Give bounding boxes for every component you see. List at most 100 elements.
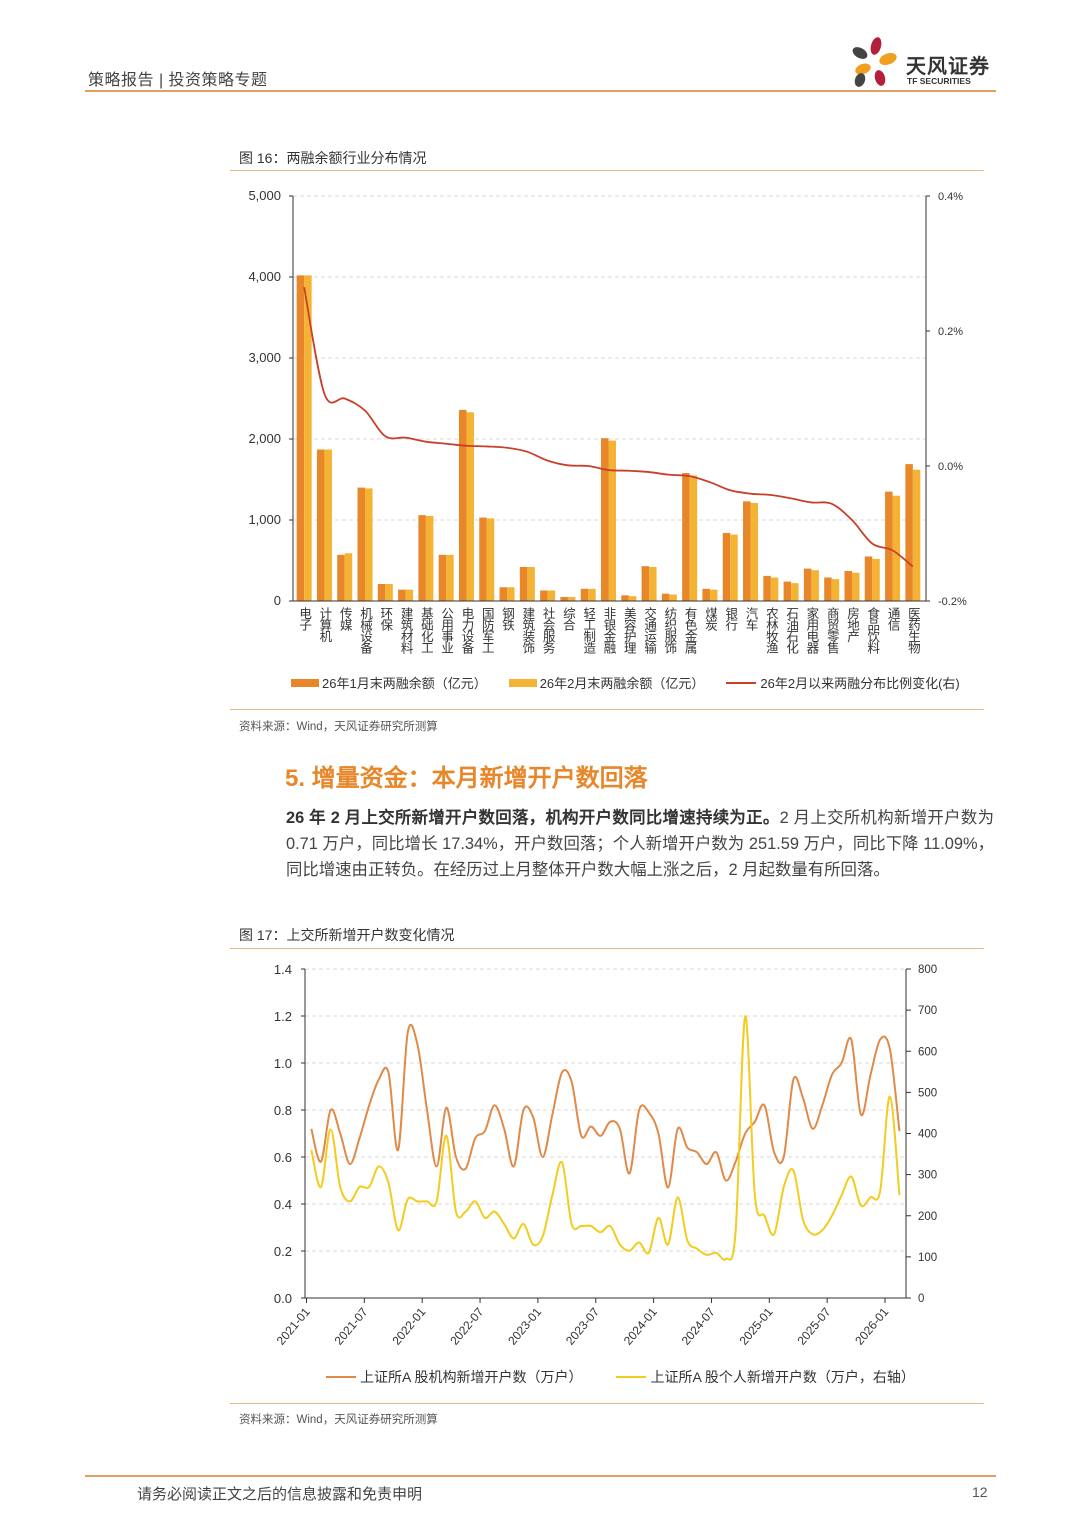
figure17-top-rule [230,948,984,949]
bar-jan-7 [438,554,447,601]
legend-swatch-jan [291,678,319,687]
footer-divider [85,1475,996,1477]
figure16-top-rule [230,170,984,171]
x-tick-label: 2021-07 [332,1305,371,1348]
bar-feb-12 [547,590,556,601]
bar-jan-26 [824,577,832,601]
section-paragraph: 26 年 2 月上交所新增开户数回落，机构开户数同比增速持续为正。2 月上交所机… [286,805,994,883]
bar-jan-12 [540,590,548,601]
legend-swatch-institution [326,1376,356,1378]
y-left-tick-label: 0.4 [274,1197,292,1212]
bar-feb-8 [466,412,474,601]
x-tick-label: 2022-07 [447,1305,486,1348]
bar-feb-11 [527,566,535,601]
x-category-label: 商贸零售 [824,607,839,653]
x-category-label: 钢铁 [500,607,515,630]
bar-feb-10 [507,587,515,601]
bar-feb-23 [770,577,779,601]
x-category-label: 美容护理 [621,607,636,653]
logo-flower-icon [852,37,897,87]
bar-feb-22 [750,502,759,601]
y-right-tick-label: -0.2% [938,596,967,608]
x-category-label: 建筑材料 [398,607,413,653]
x-category-label: 基础化工 [418,607,433,653]
figure16-source: 资料来源：Wind，天风证券研究所测算 [239,721,438,733]
y-right-tick-label: 400 [918,1129,937,1141]
bar-feb-3 [365,488,373,601]
x-category-label: 食品饮料 [865,607,880,653]
bar-feb-30 [912,469,921,601]
x-category-label: 电力设备 [459,607,474,653]
legend-label-institution: 上证所A 股机构新增开户数（万户） [360,1369,583,1385]
bar-feb-27 [851,572,860,601]
x-category-label: 有色金属 [682,607,697,653]
bar-feb-9 [486,518,495,601]
legend-label-change: 26年2月以来两融分布比例变化(右) [760,676,960,691]
bar-feb-19 [689,475,698,601]
paragraph-lead: 26 年 2 月上交所新增开户数回落，机构开户数同比增速持续为正。 [286,809,780,827]
bar-jan-11 [519,566,528,601]
bar-feb-13 [567,596,576,601]
y-right-tick-label: 0.2% [938,326,963,338]
legend-label-jan: 26年1月末两融余额（亿元） [322,676,487,691]
figure17-chart: 0.0 0.2 0.4 0.6 0.8 1.0 1.2 1.4 0 100 200 300 400 500… [274,962,937,1348]
bar-jan-24 [783,581,792,601]
x-tick-label: 2026-01 [852,1305,891,1348]
y-left-tick-label: 0.8 [274,1103,292,1118]
bar-jan-18 [661,593,670,601]
x-category-label: 通信 [885,607,900,630]
bar-feb-24 [791,583,799,601]
bar-feb-29 [892,495,901,601]
x-category-label: 公用事业 [439,607,454,653]
y-right-tick-label: 200 [918,1211,937,1223]
bar-jan-6 [418,515,426,601]
figure16-bottom-rule [230,709,984,710]
bar-feb-4 [385,583,393,601]
bar-feb-26 [831,579,840,601]
y-left-tick-label: 1,000 [248,512,281,527]
bar-feb-7 [446,554,454,601]
x-category-label: 汽车 [743,607,758,630]
x-category-label: 综合 [560,607,575,630]
x-tick-label: 2025-01 [737,1305,776,1348]
bar-feb-25 [811,570,819,601]
x-category-label: 机械设备 [358,607,373,653]
x-category-label: 家用电器 [804,607,819,653]
page-number: 12 [972,1484,988,1500]
y-right-tick-label: 300 [918,1170,937,1182]
y-right-tick-label: 0 [918,1293,924,1305]
line-series-0 [310,1024,901,1189]
x-category-label: 计算机 [317,607,332,642]
y-left-tick-label: 1.0 [274,1056,292,1071]
figure16-legend: 26年1月末两融余额（亿元） 26年2月末两融余额（亿元） 26年2月以来两融分… [291,673,960,692]
logo: 天风证券 TF SECURITIES [850,36,1000,90]
legend-swatch-individual [616,1376,647,1378]
x-category-label: 石油石化 [784,607,799,653]
figure17-source: 资料来源：Wind，天风证券研究所测算 [239,1414,438,1426]
figure16-title: 图 16：两融余额行业分布情况 [239,150,427,166]
report-category: 策略报告 | 投资策略专题 [88,72,268,89]
figure17-bottom-rule [230,1403,984,1404]
bar-feb-21 [730,534,738,601]
x-tick-label: 2024-07 [679,1305,718,1348]
x-category-label: 房地产 [844,607,859,642]
figure16-chart: 0 1,000 2,000 3,000 4,000 5,000 -0.2% 0.0% 0.2% 0… [248,188,967,608]
bar-feb-6 [425,515,434,601]
x-category-label: 纺织服饰 [662,607,677,653]
bar-jan-25 [803,568,812,601]
y-left-tick-label: 2,000 [248,431,281,446]
y-right-tick-label: 500 [918,1087,937,1099]
legend-swatch-change [726,681,757,684]
x-category-label: 交通运输 [642,607,657,653]
bar-jan-2 [337,554,345,601]
y-left-tick-label: 0.2 [274,1244,292,1259]
header-divider [85,90,996,92]
bar-feb-18 [669,594,677,601]
bar-jan-13 [560,596,568,601]
bar-jan-17 [641,566,650,601]
y-left-tick-label: 3,000 [248,350,281,365]
x-category-label: 电子 [297,607,312,630]
bar-feb-28 [872,558,880,601]
y-left-tick-label: 4,000 [248,269,281,284]
x-tick-label: 2025-07 [794,1305,833,1348]
